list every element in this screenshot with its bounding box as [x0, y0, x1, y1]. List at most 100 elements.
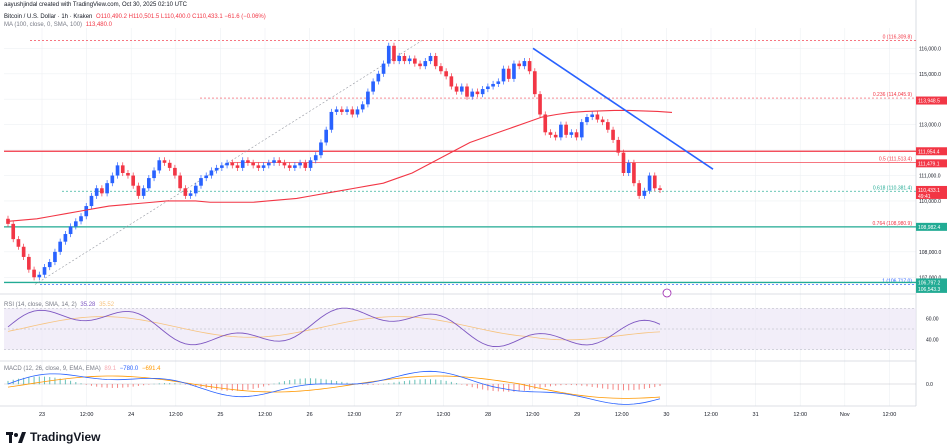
macd-histogram-bar: [153, 383, 155, 385]
candle-body: [287, 165, 292, 168]
candle-body: [32, 269, 36, 278]
candle-body: [63, 234, 68, 242]
macd-histogram-bar: [529, 384, 531, 390]
candle-body: [293, 165, 297, 168]
candle-body: [173, 167, 177, 176]
macd-histogram-bar: [476, 384, 478, 389]
candle-body: [470, 91, 475, 97]
price-label-box: [916, 222, 947, 231]
rsi-ma-line: [7, 316, 661, 341]
macd-histogram-bar: [163, 383, 165, 385]
macd-histogram-bar: [534, 384, 536, 389]
macd-histogram-bar: [242, 384, 244, 391]
candle-body: [329, 111, 334, 130]
price-label-text: 111,479.1: [918, 161, 940, 167]
macd-histogram-bar: [106, 384, 108, 388]
candle-body: [371, 81, 375, 92]
candle-body: [73, 221, 78, 227]
macd-histogram-bar: [85, 384, 87, 385]
rsi-value: 35.28: [80, 302, 96, 308]
macd-histogram-bar: [96, 384, 98, 387]
macd-histogram-bar: [289, 380, 291, 385]
macd-line-value: −780.0: [119, 366, 139, 372]
macd-histogram-bar: [195, 384, 197, 387]
macd-hist-value: 89.1: [104, 366, 117, 372]
candle-body: [84, 206, 89, 217]
tradingview-logo: TradingView: [6, 430, 100, 444]
candle-body: [220, 165, 224, 168]
macd-histogram-bar: [325, 379, 327, 385]
macd-histogram-bar: [247, 384, 249, 390]
macd-histogram-bar: [44, 376, 46, 385]
macd-legend: MACD (12, 26, close, 9, EMA, EMA) 89.1 −…: [4, 366, 162, 372]
candle-body: [162, 160, 167, 163]
candle-body: [193, 185, 198, 194]
candle-body: [42, 267, 47, 275]
macd-histogram-bar: [158, 383, 160, 385]
candle-body: [235, 165, 240, 168]
candle-body: [397, 55, 402, 62]
macd-histogram-bar: [226, 384, 228, 391]
time-axis-tick: 29: [574, 412, 580, 418]
time-axis-tick: 12:00: [793, 412, 807, 418]
macd-histogram-bar: [132, 384, 134, 387]
candle-body: [465, 86, 469, 97]
price-chart[interactable]: 0 (116,309.8) 0.236 (114,045.9) 0.5 (111,5…: [0, 0, 947, 420]
candle-body: [444, 71, 448, 77]
macd-histogram-bar: [424, 379, 426, 385]
macd-histogram-bar: [539, 384, 541, 388]
candle-body: [157, 160, 162, 171]
candle-body: [79, 216, 83, 222]
macd-histogram-bar: [555, 384, 557, 386]
macd-histogram-bar: [659, 384, 661, 387]
candle-body: [548, 132, 553, 135]
time-axis-tick: 24: [128, 412, 134, 418]
macd-histogram-bar: [184, 384, 186, 385]
macd-histogram-bar: [90, 384, 92, 386]
candle-body: [261, 165, 266, 168]
macd-histogram-bar: [59, 378, 61, 385]
candle-body: [246, 160, 250, 163]
price-label-box: [916, 278, 947, 287]
fib-level-label: 0.618 (110,381.4): [873, 185, 912, 191]
macd-histogram-bar: [612, 384, 614, 390]
fib-level-label: 0.5 (111,513.4): [879, 156, 913, 162]
macd-histogram-bar: [148, 384, 150, 385]
candle-body: [366, 91, 370, 105]
candle-body: [58, 241, 62, 252]
candle-body: [491, 83, 495, 87]
candle-body: [11, 223, 16, 240]
macd-histogram-bar: [372, 384, 374, 385]
macd-histogram-bar: [429, 379, 431, 385]
candle-body: [553, 134, 558, 138]
macd-histogram-bar: [471, 384, 473, 388]
candle-body: [105, 183, 109, 194]
price-axis-tick: 115,000.0: [919, 72, 941, 78]
macd-histogram-bar: [315, 378, 317, 385]
candle-body: [585, 117, 589, 123]
candle-body: [392, 45, 396, 62]
macd-histogram-bar: [591, 384, 593, 387]
macd-histogram-bar: [466, 384, 468, 386]
macd-histogram-bar: [607, 384, 609, 390]
candle-body: [559, 124, 563, 138]
candle-body: [115, 165, 120, 176]
candle-body: [240, 160, 245, 168]
candle-body: [413, 58, 417, 64]
macd-histogram-bar: [101, 384, 103, 388]
macd-histogram-bar: [174, 383, 176, 385]
price-label-countdown: 49:41: [918, 194, 931, 200]
candle-body: [209, 170, 214, 176]
candle-body: [606, 122, 610, 130]
candle-body: [350, 109, 355, 115]
candle-body: [204, 175, 209, 179]
macd-histogram-bar: [80, 383, 82, 385]
ma-value: 113,480.0: [85, 22, 112, 28]
time-axis-tick: 30: [663, 412, 669, 418]
macd-histogram-bar: [263, 384, 265, 387]
candle-body: [178, 175, 182, 189]
candle-body: [339, 109, 344, 112]
candle-body: [658, 188, 662, 190]
macd-histogram-bar: [179, 383, 181, 385]
candle-body: [152, 170, 156, 179]
